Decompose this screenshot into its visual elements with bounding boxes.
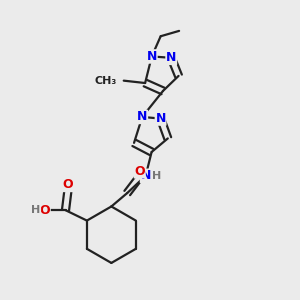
Text: O: O xyxy=(134,165,145,178)
Text: N: N xyxy=(166,51,176,64)
Text: O: O xyxy=(39,204,50,217)
Text: O: O xyxy=(63,178,73,191)
Text: N: N xyxy=(137,110,147,124)
Text: N: N xyxy=(155,112,166,125)
Text: H: H xyxy=(152,171,162,181)
Text: N: N xyxy=(140,169,151,182)
Text: H: H xyxy=(31,205,40,215)
Text: N: N xyxy=(147,50,157,63)
Text: CH₃: CH₃ xyxy=(94,76,116,85)
